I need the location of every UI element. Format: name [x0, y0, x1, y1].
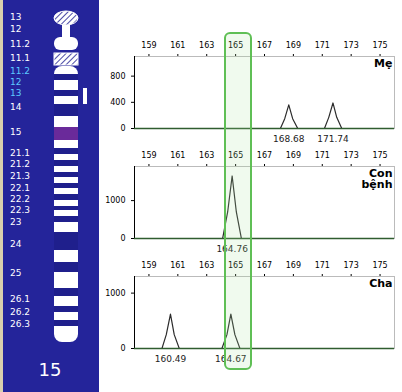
- svg-text:23: 23: [10, 217, 21, 227]
- svg-text:26.1: 26.1: [10, 294, 30, 304]
- svg-text:171: 171: [315, 151, 330, 160]
- svg-text:14: 14: [10, 102, 22, 112]
- svg-text:Mẹ: Mẹ: [374, 57, 392, 70]
- svg-text:26.3: 26.3: [10, 319, 30, 329]
- svg-text:171: 171: [315, 41, 330, 50]
- svg-text:15: 15: [10, 127, 21, 137]
- svg-text:12: 12: [10, 24, 21, 34]
- svg-text:12: 12: [10, 77, 21, 87]
- svg-text:21.1: 21.1: [10, 148, 30, 158]
- svg-text:11.2: 11.2: [10, 66, 30, 76]
- svg-text:Cha: Cha: [369, 277, 392, 290]
- svg-text:164.67: 164.67: [215, 354, 247, 364]
- svg-text:26.2: 26.2: [10, 307, 30, 317]
- svg-text:1000: 1000: [105, 289, 125, 298]
- svg-text:159: 159: [141, 261, 156, 270]
- svg-text:0: 0: [120, 344, 125, 353]
- svg-text:15: 15: [39, 359, 62, 380]
- svg-text:13: 13: [10, 12, 21, 22]
- svg-text:24: 24: [10, 239, 22, 249]
- svg-text:163: 163: [199, 261, 214, 270]
- svg-text:165: 165: [228, 41, 243, 50]
- svg-text:22.1: 22.1: [10, 183, 30, 193]
- svg-text:1000: 1000: [105, 196, 125, 205]
- svg-text:161: 161: [170, 151, 185, 160]
- svg-text:165: 165: [228, 261, 243, 270]
- svg-text:175: 175: [372, 151, 387, 160]
- svg-text:22.3: 22.3: [10, 205, 30, 215]
- svg-text:25: 25: [10, 268, 21, 278]
- svg-text:173: 173: [344, 261, 359, 270]
- svg-text:22.2: 22.2: [10, 194, 30, 204]
- svg-text:164.76: 164.76: [216, 244, 248, 254]
- svg-text:21.2: 21.2: [10, 159, 30, 169]
- svg-text:175: 175: [372, 261, 387, 270]
- svg-text:175: 175: [372, 41, 387, 50]
- svg-text:21.3: 21.3: [10, 171, 30, 181]
- svg-text:167: 167: [257, 151, 272, 160]
- svg-text:13: 13: [10, 88, 21, 98]
- svg-text:163: 163: [199, 41, 214, 50]
- svg-text:159: 159: [141, 41, 156, 50]
- svg-text:163: 163: [199, 151, 214, 160]
- svg-text:168.68: 168.68: [273, 134, 305, 144]
- svg-text:167: 167: [257, 41, 272, 50]
- svg-text:169: 169: [286, 41, 301, 50]
- svg-text:165: 165: [228, 151, 243, 160]
- svg-text:159: 159: [141, 151, 156, 160]
- svg-text:400: 400: [110, 98, 125, 107]
- svg-text:171.74: 171.74: [317, 134, 349, 144]
- svg-text:161: 161: [170, 261, 185, 270]
- svg-text:169: 169: [286, 151, 301, 160]
- svg-text:173: 173: [344, 151, 359, 160]
- svg-text:160.49: 160.49: [155, 354, 187, 364]
- svg-text:173: 173: [344, 41, 359, 50]
- svg-text:Conbệnh: Conbệnh: [362, 167, 393, 191]
- svg-text:11.1: 11.1: [10, 53, 30, 63]
- svg-text:169: 169: [286, 261, 301, 270]
- svg-text:11.2: 11.2: [10, 39, 30, 49]
- svg-text:800: 800: [110, 72, 125, 81]
- svg-text:0: 0: [120, 234, 125, 243]
- svg-text:161: 161: [170, 41, 185, 50]
- svg-text:0: 0: [120, 124, 125, 133]
- svg-text:171: 171: [315, 261, 330, 270]
- svg-text:167: 167: [257, 261, 272, 270]
